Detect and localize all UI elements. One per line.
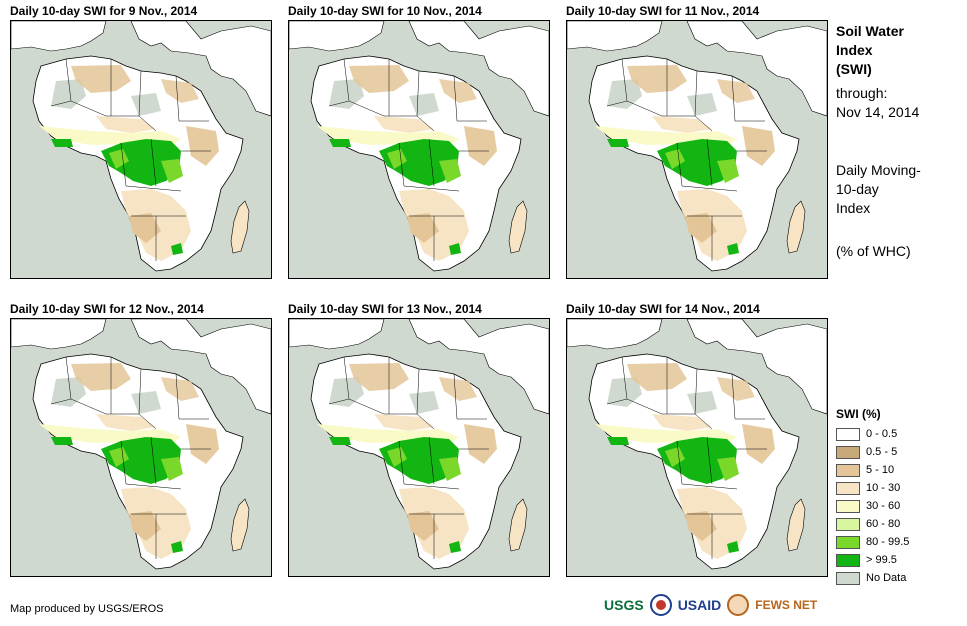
panel-title: Daily 10-day SWI for 11 Nov., 2014 (566, 4, 760, 18)
panel-title: Daily 10-day SWI for 14 Nov., 2014 (566, 302, 760, 316)
legend-swatch (836, 463, 860, 477)
legend-swatch (836, 517, 860, 531)
legend-swatch (836, 481, 860, 495)
usaid-logo: USAID (677, 597, 722, 613)
through-block: through: Nov 14, 2014 (836, 84, 919, 122)
through-date: Nov 14, 2014 (836, 104, 920, 120)
legend-item: 10 - 30 (836, 480, 900, 496)
legend-label: 30 - 60 (866, 500, 901, 512)
legend-title: SWI (%) (836, 407, 881, 421)
legend-label: 60 - 80 (866, 518, 901, 530)
legend-swatch (836, 571, 860, 585)
legend-item: > 99.5 (836, 552, 897, 568)
panel-title: Daily 10-day SWI for 13 Nov., 2014 (288, 302, 482, 316)
africa-swi-map (566, 318, 828, 577)
fews-net-logo: FEWS NET (755, 598, 818, 612)
description-block: Daily Moving- 10-day Index (836, 161, 921, 218)
legend-label: 0.5 - 5 (866, 446, 898, 458)
legend-label: No Data (866, 572, 907, 584)
desc-line1: Daily Moving- (836, 162, 921, 178)
swi-panel-nov14: Daily 10-day SWI for 14 Nov., 2014 (566, 301, 828, 577)
index-title-line2: Index (836, 42, 873, 58)
legend-swatch (836, 499, 860, 513)
legend-item: 0 - 0.5 (836, 426, 897, 442)
swi-panel-nov11: Daily 10-day SWI for 11 Nov., 2014 (566, 3, 828, 279)
unit-label: (% of WHC) (836, 243, 911, 259)
legend-swatch (836, 553, 860, 567)
index-title-line1: Soil Water (836, 23, 904, 39)
index-title: Soil Water Index (SWI) (836, 22, 904, 79)
africa-swi-map (10, 20, 272, 279)
swi-panel-nov10: Daily 10-day SWI for 10 Nov., 2014 (288, 3, 550, 279)
legend-label: 0 - 0.5 (866, 428, 898, 440)
swi-panel-nov12: Daily 10-day SWI for 12 Nov., 2014 (10, 301, 272, 577)
desc-line3: Index (836, 200, 871, 216)
africa-swi-map (566, 20, 828, 279)
legend-item: No Data (836, 570, 906, 586)
credit-text: Map produced by USGS/EROS (10, 603, 164, 615)
legend-label: 80 - 99.5 (866, 536, 910, 548)
africa-swi-map (288, 318, 550, 577)
panel-title: Daily 10-day SWI for 9 Nov., 2014 (10, 4, 198, 18)
desc-line2: 10-day (836, 181, 879, 197)
usaid-seal-icon (649, 594, 672, 616)
legend-swatch (836, 535, 860, 549)
legend-label: 5 - 10 (866, 464, 895, 476)
legend-item: 30 - 60 (836, 498, 900, 514)
panel-title: Daily 10-day SWI for 12 Nov., 2014 (10, 302, 204, 316)
agency-logos: USGS USAID FEWS NET (604, 594, 817, 616)
usgs-logo: USGS (604, 597, 644, 613)
swi-panel-nov9: Daily 10-day SWI for 9 Nov., 2014 (10, 3, 272, 279)
legend-label: > 99.5 (866, 554, 897, 566)
legend-item: 0.5 - 5 (836, 444, 897, 460)
through-label: through: (836, 85, 888, 101)
legend-item: 60 - 80 (836, 516, 900, 532)
africa-swi-map (10, 318, 272, 577)
legend-swatch (836, 427, 860, 441)
legend-item: 80 - 99.5 (836, 534, 909, 550)
panel-title: Daily 10-day SWI for 10 Nov., 2014 (288, 4, 482, 18)
fews-net-icon (727, 594, 750, 616)
legend-label: 10 - 30 (866, 482, 901, 494)
swi-panel-nov13: Daily 10-day SWI for 13 Nov., 2014 (288, 301, 550, 577)
legend-swatch (836, 445, 860, 459)
africa-swi-map (288, 20, 550, 279)
index-title-line3: (SWI) (836, 61, 872, 77)
legend-item: 5 - 10 (836, 462, 894, 478)
